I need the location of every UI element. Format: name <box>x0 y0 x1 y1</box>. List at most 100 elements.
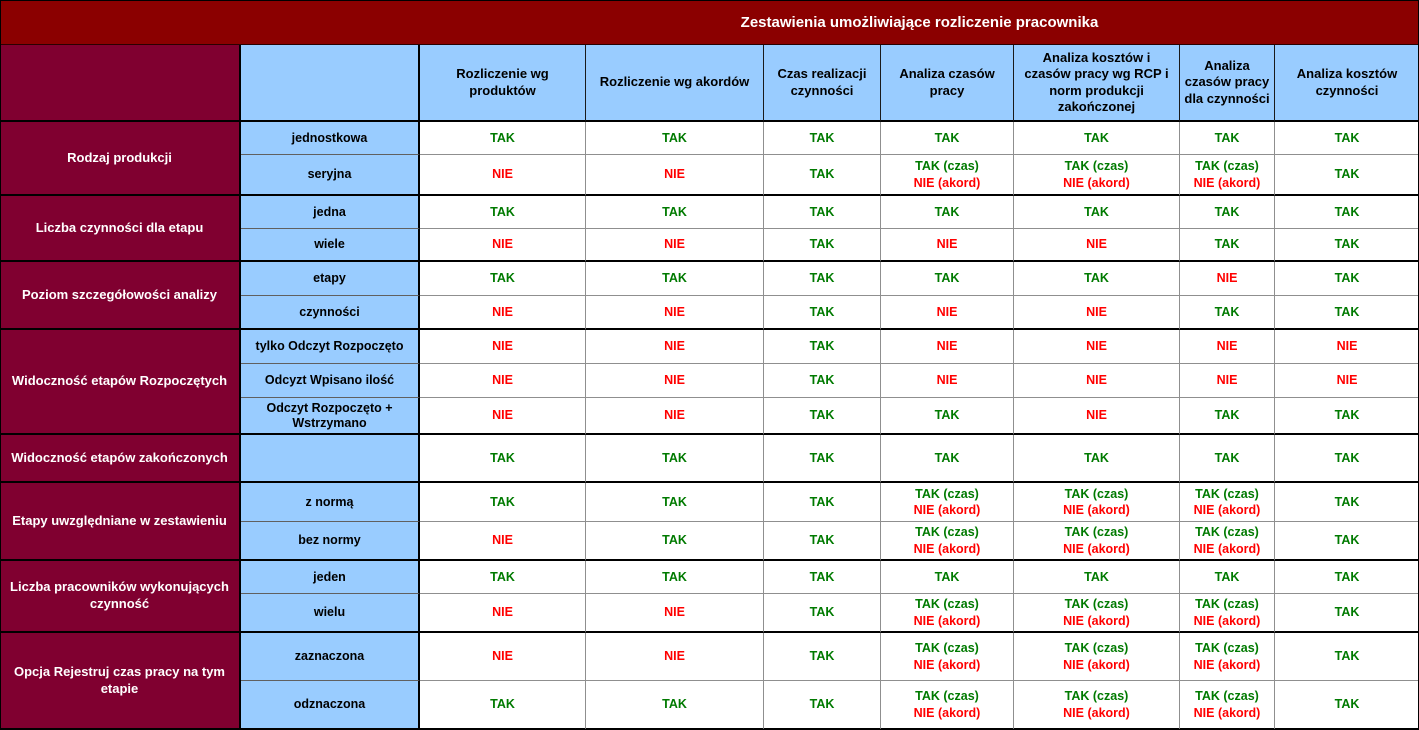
value-text: TAK (czas) <box>915 159 979 174</box>
value-text: NIE <box>1336 339 1358 354</box>
cell-value: NIE <box>586 155 764 196</box>
row-sublabel: bez normy <box>241 522 420 561</box>
cell-value: TAK <box>881 398 1014 435</box>
cell-value: TAK (czas) NIE (akord) <box>1014 633 1180 681</box>
cell-value: TAK <box>1275 196 1419 229</box>
row-sublabel: wiele <box>241 229 420 262</box>
cell-value: TAK <box>1014 122 1180 155</box>
value-text: NIE <box>664 649 685 664</box>
group-label: Widoczność etapów Rozpoczętych <box>0 330 241 435</box>
value-text: NIE (akord) <box>1063 541 1130 556</box>
value-text: TAK <box>1334 450 1360 465</box>
row-sublabel: wielu <box>241 594 420 633</box>
cell-value: NIE <box>881 364 1014 398</box>
header-corner <box>0 45 241 122</box>
value-text: TAK <box>809 304 835 319</box>
cell-value: NIE <box>586 296 764 330</box>
cell-value: NIE <box>881 330 1014 364</box>
cell-value: TAK <box>420 196 586 229</box>
value-text: TAK <box>934 408 960 423</box>
cell-value: NIE <box>1180 262 1275 296</box>
page-title: Zestawienia umożliwiające rozliczenie pr… <box>740 13 1099 31</box>
cell-value: TAK (czas) NIE (akord) <box>1014 483 1180 522</box>
cell-value: NIE <box>1014 330 1180 364</box>
value-text: NIE <box>1086 304 1107 319</box>
cell-value: NIE <box>586 330 764 364</box>
value-text: NIE (akord) <box>1193 541 1261 556</box>
cell-value: NIE <box>586 398 764 435</box>
value-text: TAK <box>809 649 835 664</box>
value-text: TAK <box>934 204 960 219</box>
cell-value: NIE <box>1014 229 1180 262</box>
value-text: NIE (akord) <box>913 613 981 628</box>
value-text: NIE (akord) <box>1063 503 1130 517</box>
value-text: TAK (czas) <box>1195 525 1259 540</box>
value-text: TAK <box>1084 130 1109 145</box>
row-sublabel: Odczyt Rozpoczęto + Wstrzymano <box>241 398 420 435</box>
value-text: NIE <box>1216 339 1238 354</box>
value-text: NIE <box>1086 339 1107 354</box>
value-text: TAK <box>1214 304 1240 319</box>
value-text: TAK <box>490 450 515 465</box>
cell-value: NIE <box>881 229 1014 262</box>
row-sublabel: Odcyzt Wpisano ilość <box>241 364 420 398</box>
cell-value: TAK <box>1275 633 1419 681</box>
value-text: TAK <box>1214 130 1240 145</box>
cell-value: TAK (czas) NIE (akord) <box>1180 522 1275 561</box>
value-text: NIE (akord) <box>1193 613 1261 628</box>
value-text: TAK <box>809 271 835 286</box>
cell-value: TAK (czas) NIE (akord) <box>881 594 1014 633</box>
value-text: TAK (czas) <box>1195 486 1259 501</box>
value-text: TAK <box>490 130 515 145</box>
value-text: TAK <box>490 271 515 286</box>
cell-value: NIE <box>1275 330 1419 364</box>
column-header: Rozliczenie wg akordów <box>586 45 764 122</box>
cell-value: NIE <box>420 155 586 196</box>
value-text: NIE <box>492 533 513 548</box>
column-header: Czas realizacji czynności <box>764 45 881 122</box>
value-text: TAK (czas) <box>1064 486 1129 501</box>
value-text: TAK (czas) <box>915 486 979 501</box>
cell-value: TAK <box>1275 262 1419 296</box>
value-text: NIE (akord) <box>1193 175 1261 190</box>
row-sublabel: tylko Odczyt Rozpoczęto <box>241 330 420 364</box>
cell-value: TAK <box>1014 196 1180 229</box>
value-text: TAK <box>1334 167 1360 182</box>
value-text: TAK (czas) <box>915 641 979 656</box>
value-text: NIE <box>1336 373 1358 388</box>
column-header: Analiza kosztów i czasów pracy wg RCP i … <box>1014 45 1180 122</box>
cell-value: TAK <box>881 122 1014 155</box>
cell-value: TAK <box>586 483 764 522</box>
title-banner: Zestawienia umożliwiające rozliczenie pr… <box>0 0 1419 45</box>
row-sublabel: seryjna <box>241 155 420 196</box>
cell-value: TAK <box>1180 398 1275 435</box>
column-header: Rozliczenie wg produktów <box>420 45 586 122</box>
value-text: TAK <box>1334 130 1360 145</box>
value-text: TAK (czas) <box>1064 689 1129 704</box>
row-sublabel: jeden <box>241 561 420 594</box>
cell-value: TAK <box>1275 435 1419 483</box>
cell-value: TAK <box>764 483 881 522</box>
cell-value: TAK <box>764 229 881 262</box>
value-text: TAK <box>1334 697 1360 712</box>
cell-value: TAK <box>764 155 881 196</box>
cell-value: NIE <box>586 229 764 262</box>
cell-value: TAK <box>764 522 881 561</box>
value-text: NIE (akord) <box>913 175 981 190</box>
value-text: TAK <box>1334 304 1360 319</box>
cell-value: TAK <box>1180 229 1275 262</box>
value-text: TAK <box>662 533 687 548</box>
value-text: TAK (czas) <box>1195 641 1259 656</box>
value-text: TAK <box>662 569 687 584</box>
value-text: TAK <box>1214 450 1240 465</box>
value-text: NIE (akord) <box>1193 657 1261 672</box>
value-text: NIE <box>492 304 513 319</box>
cell-value: TAK <box>764 561 881 594</box>
cell-value: TAK <box>1275 483 1419 522</box>
cell-value: TAK <box>420 483 586 522</box>
cell-value: TAK (czas) NIE (akord) <box>1014 155 1180 196</box>
value-text: TAK <box>934 130 960 145</box>
cell-value: TAK (czas) NIE (akord) <box>881 483 1014 522</box>
value-text: NIE <box>1216 271 1238 286</box>
